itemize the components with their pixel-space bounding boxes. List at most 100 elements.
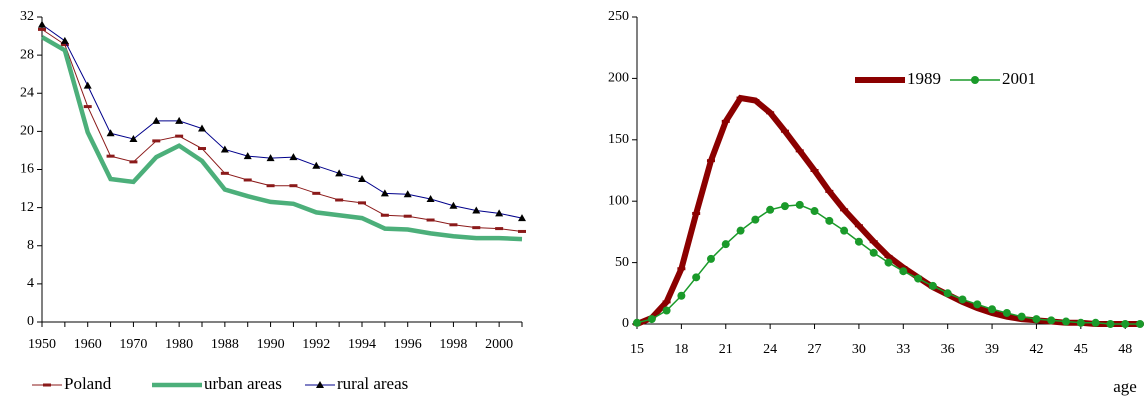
marker [152,116,161,124]
marker [335,169,344,177]
marker [958,295,967,304]
marker [677,291,686,300]
marker [518,214,526,222]
y-tick-label: 0 [622,316,629,331]
y-tick-label: 32 [20,9,34,24]
legend-label: urban areas [204,374,282,393]
x-tick-label: 1996 [394,337,422,352]
marker [928,281,937,290]
x-tick-label: 30 [852,342,866,357]
marker [518,229,526,233]
series-line [41,24,523,219]
marker [472,206,481,214]
marker [220,145,229,153]
x-tick-label: 1998 [439,337,467,352]
marker [198,147,206,151]
marker [884,254,893,258]
marker [152,139,161,143]
x-tick-label: 42 [1029,342,1043,357]
x-tick-label: 27 [808,342,822,357]
legend-label: rural areas [337,374,408,393]
marker [677,267,686,271]
marker [766,111,775,115]
marker [266,154,275,162]
marker [243,178,252,182]
x-tick-label: 1960 [74,337,102,352]
marker [380,189,389,197]
marker [795,200,804,209]
marker [943,289,952,298]
x-tick-label: 33 [896,342,910,357]
marker [810,207,819,216]
marker [736,226,745,235]
x-tick-label: 1980 [165,337,193,352]
marker [1047,316,1056,325]
marker [60,43,69,47]
y-tick-label: 4 [27,276,34,291]
marker [106,129,115,137]
marker [721,119,730,123]
marker [335,198,344,202]
y-tick-label: 100 [608,193,629,208]
marker [38,27,46,31]
marker [869,248,878,257]
marker [706,159,715,163]
y-tick-label: 20 [20,124,34,139]
marker [426,195,435,203]
legend-label: Poland [64,374,112,393]
marker [825,189,834,193]
marker [175,134,184,138]
marker [426,218,435,222]
marker [38,20,46,28]
x-tick-label: 1992 [302,337,330,352]
x-tick-label: 1970 [119,337,147,352]
marker [403,190,412,198]
legend-label: 1989 [907,69,941,88]
marker [840,208,849,212]
x-tick-label: 2000 [485,337,513,352]
marker [1062,317,1071,326]
marker [472,226,481,230]
marker [780,129,789,133]
x-tick-label: 24 [763,342,777,357]
marker [380,213,389,217]
marker [840,226,849,235]
marker [289,153,298,161]
y-tick-label: 12 [20,200,34,215]
marker [1032,315,1041,324]
marker [647,315,656,324]
x-tick-label: 39 [985,342,999,357]
y-tick-label: 250 [608,9,629,24]
y-tick-label: 24 [20,85,34,100]
x-tick-label: 1950 [28,337,56,352]
x-tick-label: 48 [1118,342,1132,357]
marker [914,274,923,283]
marker [289,184,298,188]
marker [495,227,504,231]
x-tick-label: 45 [1074,342,1088,357]
marker [1002,308,1011,317]
marker [869,240,878,244]
marker [243,152,252,160]
marker [973,300,982,309]
marker [780,202,789,211]
marker [884,258,893,267]
marker [751,215,760,224]
marker [83,81,92,89]
marker [106,154,115,158]
marker [449,223,458,227]
marker [971,76,979,84]
marker [1106,320,1115,328]
marker [854,224,863,228]
y-tick-label: 0 [27,314,34,329]
marker [766,205,775,214]
x-tick-label: 21 [719,342,733,357]
marker [129,160,138,164]
x-tick-label: 36 [941,342,955,357]
marker [876,78,884,82]
x-axis-label: age [1113,377,1137,396]
marker [854,237,863,246]
marker [795,149,804,153]
series-line [41,28,523,232]
